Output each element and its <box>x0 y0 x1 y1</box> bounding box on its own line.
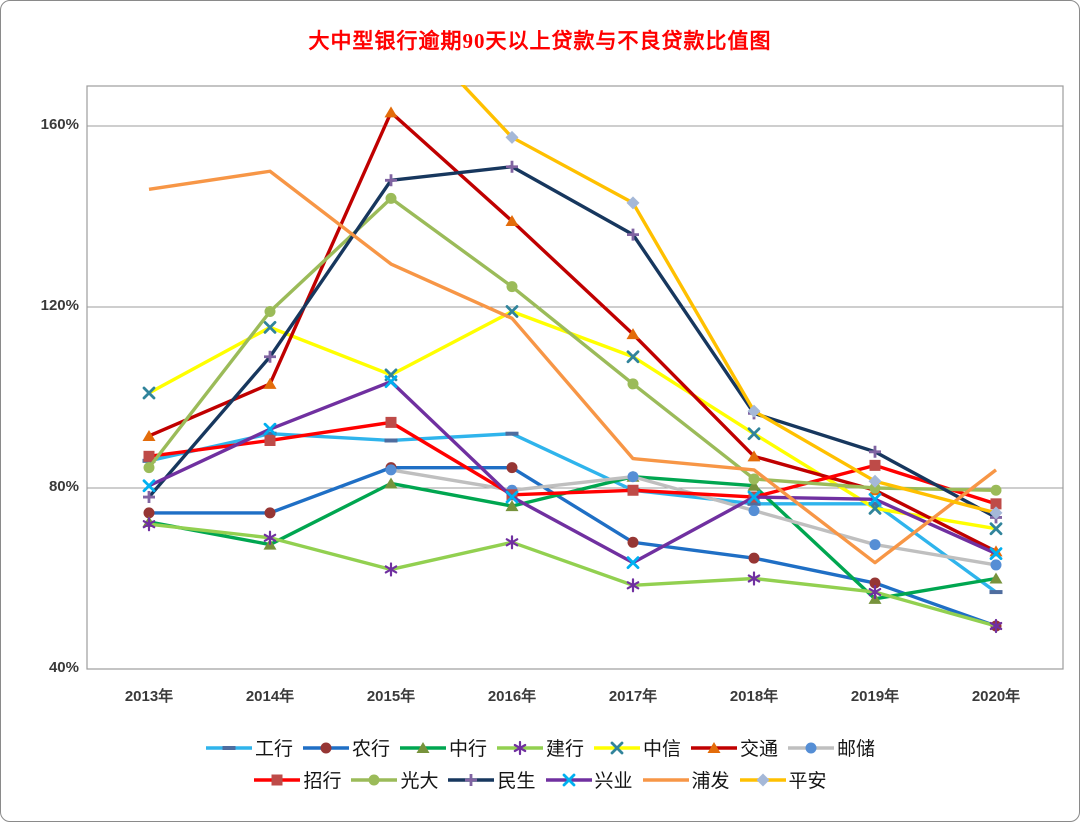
legend-item-ccb: 建行 <box>496 734 584 761</box>
plot-border <box>86 85 1064 670</box>
series-line-spdb <box>148 169 998 565</box>
legend-label-ccb: 建行 <box>545 739 584 760</box>
series-cib <box>142 375 1003 570</box>
legend-item-bocom: 交通 <box>690 734 778 761</box>
legend-swatch-cmbc-icon <box>448 773 495 786</box>
legend-item-spdb: 浦发 <box>642 766 730 793</box>
legend-swatch-pingan-icon <box>739 773 786 786</box>
series-pingan <box>460 85 1003 520</box>
legend-swatch-cib-icon <box>545 773 592 786</box>
legend-label-cmbc: 民生 <box>497 771 536 792</box>
legend-item-citic: 中信 <box>593 734 681 761</box>
series-cmbc <box>143 160 1002 524</box>
series-ccb <box>142 517 1003 634</box>
series-line-ceb <box>147 196 997 492</box>
series-line-ccb <box>148 522 997 628</box>
legend-item-cmb: 招行 <box>253 766 341 793</box>
legend-label-boc: 中行 <box>448 739 487 760</box>
legend-swatch-boc-icon <box>399 741 446 753</box>
x-tick-2019: 2019年 <box>850 688 900 705</box>
series-line-citic <box>148 309 997 531</box>
series-spdb <box>148 169 998 565</box>
legend-swatch-spdb-icon <box>642 777 689 782</box>
legend-item-cmbc: 民生 <box>447 766 536 793</box>
y-tick-40: 40% <box>48 659 79 676</box>
legend-label-ceb: 光大 <box>400 771 439 792</box>
legend-row-1: 工行 农行 中行 建行 中信 交通 邮储 <box>205 734 875 761</box>
legend-label-bocom: 交通 <box>740 739 779 760</box>
legend-label-icbc: 工行 <box>254 739 293 760</box>
legend-item-ceb: 光大 <box>350 766 438 793</box>
legend-row-2: 招行 光大 民生 兴业 浦发 平安 <box>253 766 827 793</box>
x-tick-2020: 2020年 <box>971 688 1021 705</box>
x-tick-2014: 2014年 <box>245 688 295 705</box>
legend-item-icbc: 工行 <box>205 734 293 761</box>
legend-label-spdb: 浦发 <box>691 771 730 792</box>
legend-label-cmb: 招行 <box>303 771 342 792</box>
legend-swatch-abc-icon <box>302 742 349 753</box>
legend-swatch-ccb-icon <box>496 740 543 755</box>
legend-label-citic: 中信 <box>643 739 682 760</box>
legend-label-abc: 农行 <box>351 739 390 760</box>
legend-item-abc: 农行 <box>302 734 390 761</box>
legend-item-cib: 兴业 <box>545 766 633 793</box>
legend-swatch-cmb-icon <box>254 774 301 785</box>
legend-label-cib: 兴业 <box>594 771 633 792</box>
legend-item-boc: 中行 <box>399 734 487 761</box>
series-line-pingan <box>460 85 997 515</box>
series-line-bocom <box>148 110 997 553</box>
series-line-cib <box>148 379 997 565</box>
legend-swatch-bocom-icon <box>691 741 738 753</box>
y-tick-80: 80% <box>48 478 79 495</box>
x-tick-2013: 2013年 <box>124 688 174 705</box>
legend-swatch-psbc-icon <box>788 742 835 753</box>
legend-swatch-icbc-icon <box>205 745 252 750</box>
legend-swatch-citic-icon <box>594 741 640 754</box>
legend-label-pingan: 平安 <box>788 771 827 792</box>
x-tick-2016: 2016年 <box>487 688 537 705</box>
chart-legend: 工行 农行 中行 建行 中信 交通 邮储招行 光大 民生 兴业 浦发 平安 <box>1 734 1079 793</box>
x-tick-2017: 2017年 <box>608 688 658 705</box>
y-tick-160: 160% <box>40 116 79 133</box>
x-tick-2015: 2015年 <box>366 688 416 705</box>
series-bocom <box>142 106 1003 557</box>
legend-swatch-ceb-icon <box>351 774 398 785</box>
y-tick-120: 120% <box>40 297 79 314</box>
series-ceb <box>143 192 1002 496</box>
legend-item-pingan: 平安 <box>739 766 827 793</box>
series-line-icbc <box>148 432 998 594</box>
legend-label-psbc: 邮储 <box>837 739 876 760</box>
legend-item-psbc: 邮储 <box>787 734 875 761</box>
x-tick-2018: 2018年 <box>729 688 779 705</box>
series-line-cmbc <box>147 165 997 519</box>
chart-title: 大中型银行逾期90天以上贷款与不良贷款比值图 <box>308 29 772 53</box>
